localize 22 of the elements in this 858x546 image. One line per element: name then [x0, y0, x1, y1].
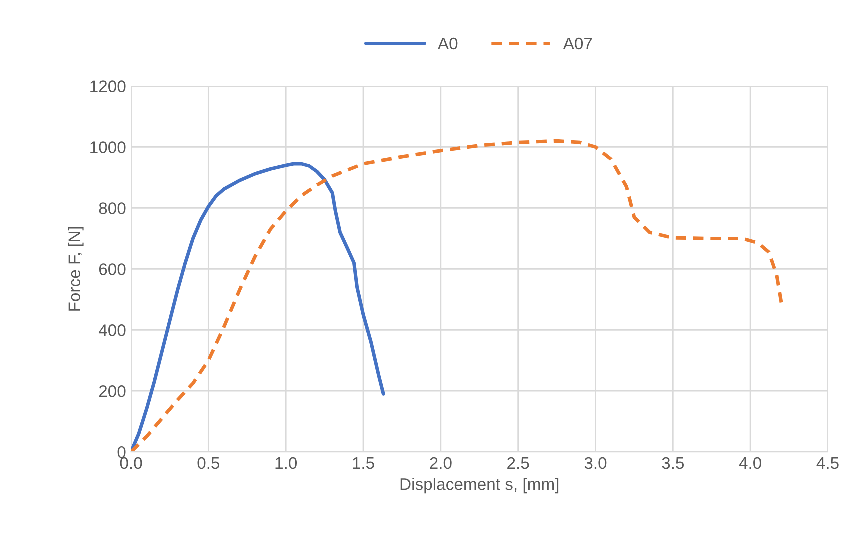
y-tick-label: 200 — [99, 386, 126, 398]
x-tick-label: 1.5 — [353, 458, 374, 470]
y-tick-label: 1000 — [90, 142, 126, 154]
x-tick-label: 3.0 — [584, 457, 607, 470]
x-axis-title: Displacement s, [mm] — [400, 478, 559, 494]
y-tick-label: 400 — [98, 324, 126, 336]
legend-label: A0 — [438, 38, 458, 50]
y-tick-label: 0 — [118, 446, 126, 458]
x-tick-label: 2.5 — [508, 457, 530, 470]
x-tick-label: 0.0 — [120, 457, 142, 470]
x-tick-label: 4.5 — [816, 458, 839, 470]
y-tick-label: 600 — [99, 264, 126, 276]
y-axis-title: Force F, [N] — [68, 227, 84, 311]
x-tick-label: 1.0 — [276, 457, 298, 470]
line-series — [131, 139, 784, 452]
y-tick-label: 800 — [99, 202, 126, 214]
y-tick-label: 1200 — [90, 80, 126, 92]
x-tick-label: 3.5 — [662, 457, 684, 470]
x-tick-label: 0.5 — [198, 457, 220, 470]
x-tick-label: 4.0 — [739, 457, 762, 470]
x-tick-label: 2.0 — [430, 457, 452, 470]
legend-label: A07 — [563, 38, 592, 50]
